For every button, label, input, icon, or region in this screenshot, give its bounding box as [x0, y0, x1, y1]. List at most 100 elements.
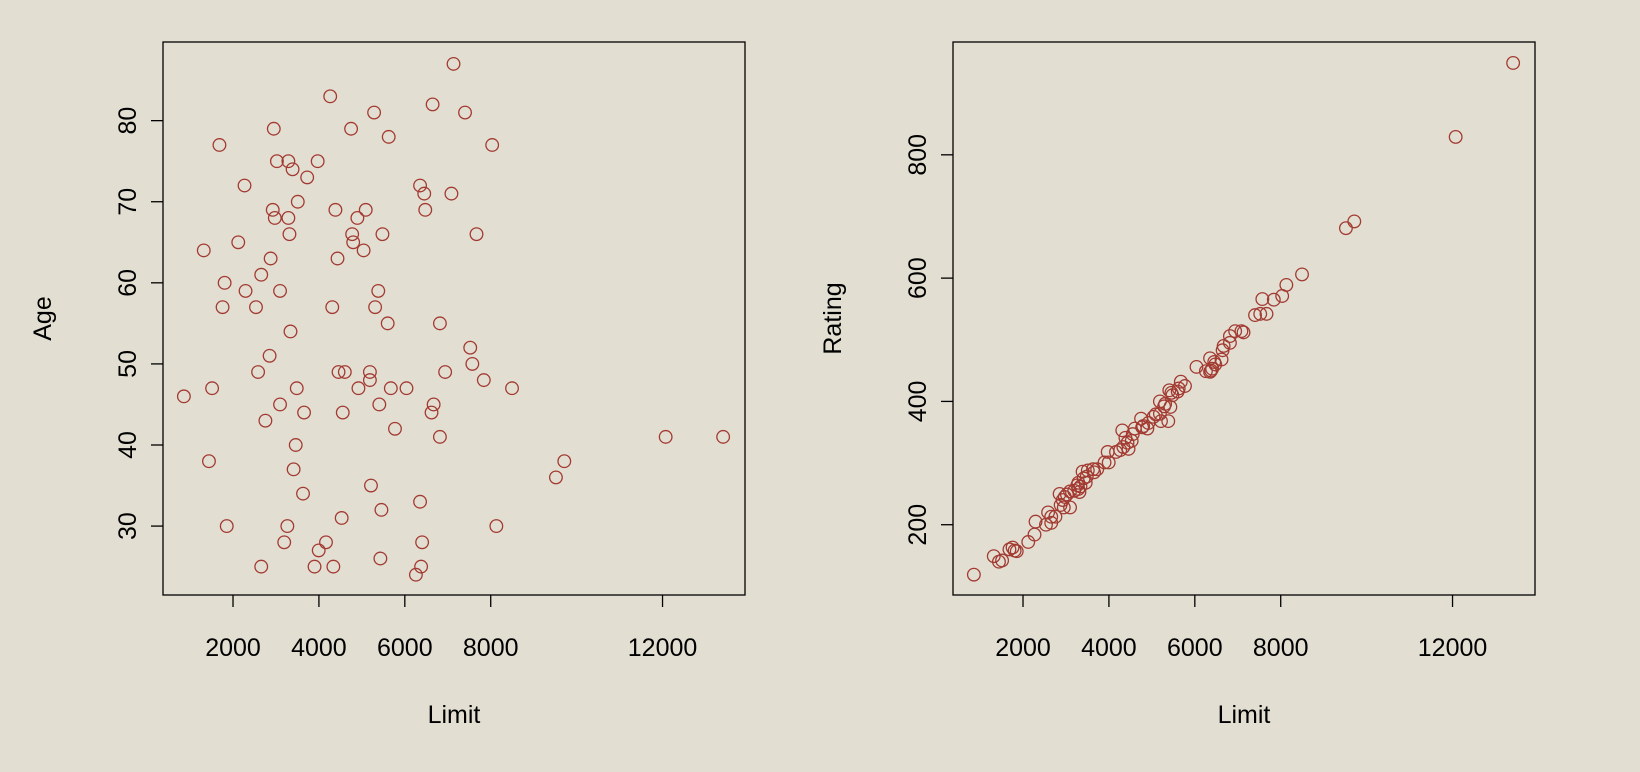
- point: [254, 559, 269, 574]
- y-tick-label: 40: [114, 431, 142, 459]
- point: [1253, 306, 1268, 321]
- point: [328, 202, 343, 217]
- point: [217, 275, 232, 290]
- point: [1002, 542, 1017, 557]
- x-axis-label: Limit: [1218, 701, 1271, 729]
- point: [238, 283, 253, 298]
- point: [281, 211, 296, 225]
- x-tick-label: 4000: [1081, 634, 1137, 662]
- point: [476, 373, 491, 388]
- point: [371, 283, 386, 298]
- point: [1125, 427, 1140, 442]
- point: [1101, 455, 1116, 470]
- point: [413, 494, 428, 509]
- point: [995, 553, 1010, 568]
- point: [1171, 381, 1186, 396]
- point: [286, 462, 301, 477]
- point: [463, 340, 478, 355]
- point: [335, 405, 350, 420]
- point: [196, 243, 211, 258]
- point: [273, 397, 287, 412]
- point: [1189, 359, 1204, 374]
- point: [375, 227, 390, 242]
- point: [446, 56, 461, 71]
- point: [1255, 292, 1270, 307]
- point: [1178, 379, 1192, 393]
- y-axis-label: Age: [29, 296, 57, 340]
- point: [548, 470, 563, 485]
- point: [374, 502, 389, 517]
- point: [1228, 324, 1243, 339]
- point: [1222, 335, 1237, 350]
- point: [280, 519, 295, 534]
- point: [1248, 308, 1262, 323]
- point: [277, 535, 292, 550]
- x-axis-label: Limit: [428, 701, 481, 729]
- point: [432, 429, 447, 444]
- y-tick-label: 30: [114, 512, 142, 540]
- point: [1146, 409, 1161, 424]
- point: [1087, 465, 1102, 480]
- point: [1161, 414, 1176, 429]
- point: [345, 227, 360, 242]
- point: [1140, 421, 1155, 436]
- point: [426, 397, 441, 412]
- point: [307, 559, 322, 574]
- point: [424, 405, 439, 420]
- point: [1266, 292, 1281, 307]
- y-tick-label: 80: [114, 107, 142, 135]
- plot-frame: [162, 41, 746, 596]
- y-tick-label: 70: [114, 188, 142, 216]
- point: [325, 300, 340, 315]
- point: [251, 365, 266, 379]
- point: [1009, 544, 1024, 559]
- point: [1044, 509, 1059, 524]
- x-tick-label: 6000: [1167, 634, 1223, 662]
- point: [372, 397, 387, 412]
- point: [331, 365, 346, 379]
- plot-frame: [952, 41, 1536, 596]
- point: [296, 486, 310, 501]
- point: [265, 202, 280, 217]
- point: [383, 381, 398, 396]
- y-tick-label: 400: [904, 381, 932, 423]
- point: [1347, 214, 1362, 229]
- point: [1063, 500, 1077, 515]
- point: [438, 365, 453, 379]
- point: [1205, 361, 1220, 376]
- point: [310, 154, 325, 169]
- point: [1279, 277, 1294, 292]
- point: [297, 405, 312, 420]
- point: [1203, 364, 1218, 379]
- point: [469, 227, 484, 242]
- y-axis-label: Rating: [819, 282, 847, 354]
- point: [380, 316, 395, 331]
- point: [1234, 324, 1249, 339]
- y-tick-label: 50: [114, 350, 142, 378]
- point: [176, 389, 191, 404]
- point: [1259, 306, 1274, 321]
- point: [1173, 374, 1188, 389]
- point: [266, 121, 281, 136]
- point: [1080, 463, 1095, 478]
- point: [986, 549, 1001, 564]
- point: [215, 300, 230, 315]
- point: [362, 373, 377, 388]
- point: [300, 170, 315, 185]
- point: [283, 324, 298, 339]
- point: [337, 365, 352, 379]
- point: [505, 381, 519, 396]
- point: [1295, 267, 1309, 282]
- point: [351, 381, 366, 396]
- y-tick-label: 800: [904, 134, 932, 176]
- point: [418, 202, 433, 217]
- x-tick-label: 12000: [1418, 634, 1488, 662]
- point: [281, 154, 296, 169]
- point: [1121, 441, 1136, 456]
- point: [373, 551, 388, 566]
- point: [231, 235, 246, 250]
- x-tick-label: 4000: [291, 634, 347, 662]
- point: [465, 356, 480, 371]
- point: [326, 559, 341, 574]
- point: [1506, 56, 1521, 70]
